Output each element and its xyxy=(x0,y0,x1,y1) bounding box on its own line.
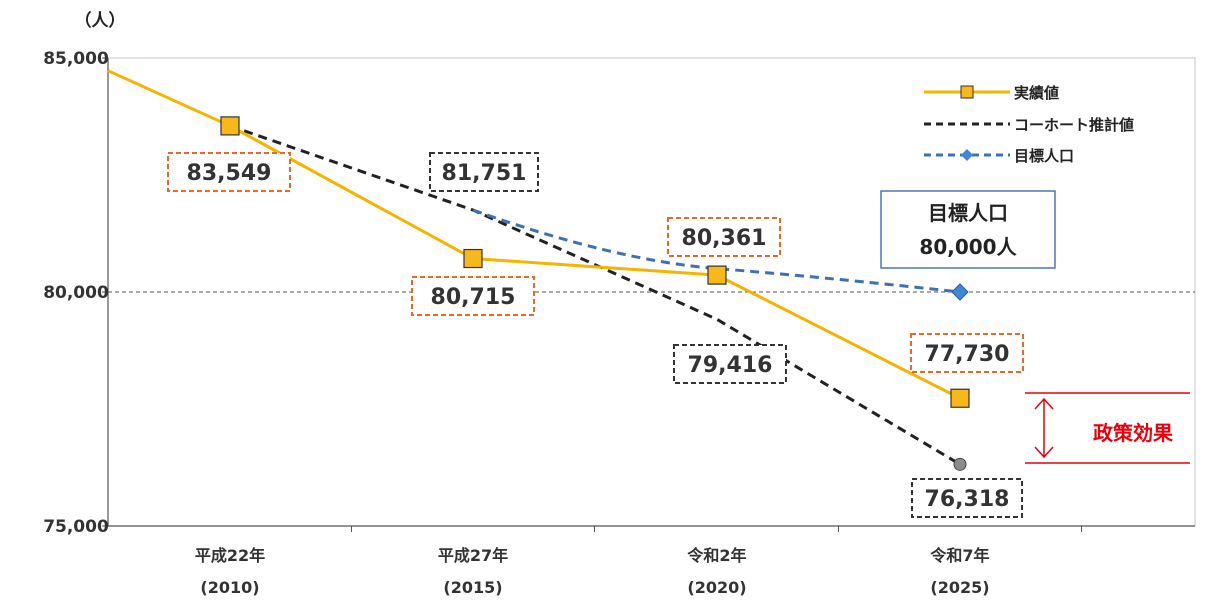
series-line-cohort xyxy=(229,124,961,466)
data-label-actual-2010-box xyxy=(167,152,291,192)
data-label-cohort-2015-box xyxy=(429,152,539,192)
legend-marker-target xyxy=(961,149,973,161)
data-label-actual-2025: 77,730 xyxy=(925,342,1010,367)
x-tick-year-label: (2015) xyxy=(443,578,502,597)
legend-label-actual: 実績値 xyxy=(1014,84,1059,102)
data-label-cohort-2025-box xyxy=(911,478,1023,518)
y-tick-label: 85,000 xyxy=(43,49,109,69)
actual-point xyxy=(707,265,727,285)
target-annotation-box xyxy=(880,190,1056,269)
policy-effect-arrow-head-down xyxy=(1034,446,1054,459)
x-tick-label: 令和7年 xyxy=(929,546,989,565)
legend-label-cohort: コーホート推計値 xyxy=(1014,116,1134,134)
policy-effect-label: 政策効果 xyxy=(1093,421,1173,445)
target-annotation-value: 80,000人 xyxy=(919,235,1017,259)
data-label-actual-2025-box xyxy=(910,333,1024,373)
legend-label-target: 目標人口 xyxy=(1014,147,1074,165)
actual-point xyxy=(950,388,970,408)
data-label-actual-2015-box xyxy=(411,276,535,316)
series-line-target xyxy=(472,208,961,294)
policy-effect-arrow-head-up xyxy=(1034,397,1054,410)
actual-point xyxy=(463,248,483,269)
cohort-point-2025 xyxy=(953,457,967,471)
y-axis-unit: （人） xyxy=(75,10,126,31)
data-label-cohort-2015: 81,751 xyxy=(442,161,527,186)
data-label-actual-2020: 80,361 xyxy=(682,226,767,251)
legend-marker-actual xyxy=(960,85,974,99)
target-point-2025 xyxy=(951,283,969,301)
x-tick-year-label: (2010) xyxy=(200,578,259,597)
x-tick-year-label: (2020) xyxy=(687,578,746,597)
data-label-actual-2010: 83,549 xyxy=(187,161,272,186)
y-tick-label: 75,000 xyxy=(43,517,109,537)
actual-point xyxy=(220,116,240,136)
x-tick-label: 平成27年 xyxy=(438,546,508,565)
x-tick-year-label: (2025) xyxy=(930,578,989,597)
data-label-cohort-2020: 79,416 xyxy=(688,353,773,378)
x-tick-label: 平成22年 xyxy=(195,546,265,565)
data-label-cohort-2020-box xyxy=(673,344,787,384)
target-annotation-title: 目標人口 xyxy=(928,201,1008,225)
y-tick-label: 80,000 xyxy=(43,283,109,303)
data-label-cohort-2025: 76,318 xyxy=(925,487,1010,512)
x-tick-label: 令和2年 xyxy=(686,546,746,565)
data-label-actual-2015: 80,715 xyxy=(431,285,516,310)
data-label-actual-2020-box xyxy=(667,217,781,257)
